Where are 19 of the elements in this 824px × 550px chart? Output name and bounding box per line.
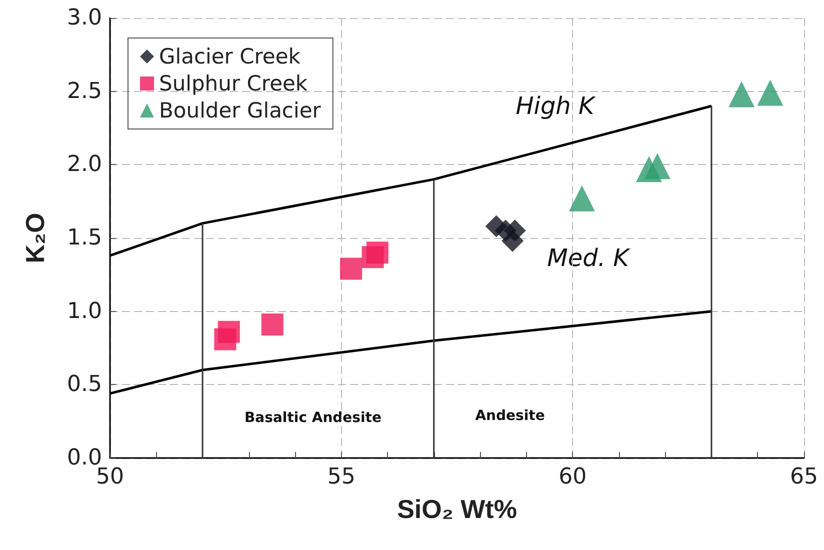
- y-tick-label: 0.5: [67, 372, 102, 398]
- y-axis-title: K₂O: [20, 212, 50, 264]
- x-tick-label: 60: [558, 464, 587, 490]
- x-tick-label: 65: [790, 464, 818, 490]
- y-tick-label: 3.0: [67, 6, 102, 30]
- y-tick-label: 2.5: [67, 78, 102, 104]
- legend-label: Glacier Creek: [159, 44, 302, 68]
- legend-label: Sulphur Creek: [159, 72, 308, 96]
- x-axis-title: SiO₂ Wt%: [397, 494, 517, 524]
- annotation: High K: [516, 92, 597, 120]
- x-tick-label: 55: [327, 464, 356, 490]
- legend-label: Boulder Glacier: [159, 98, 322, 122]
- y-tick-label: 2.0: [67, 152, 102, 178]
- x-tick-label: 50: [96, 464, 124, 490]
- y-tick-label: 1.5: [67, 226, 102, 250]
- annotation: Med. K: [547, 244, 632, 272]
- annotation: Andesite: [475, 408, 545, 424]
- y-tick-label: 1.0: [67, 298, 102, 324]
- annotation: Basaltic Andesite: [244, 410, 382, 426]
